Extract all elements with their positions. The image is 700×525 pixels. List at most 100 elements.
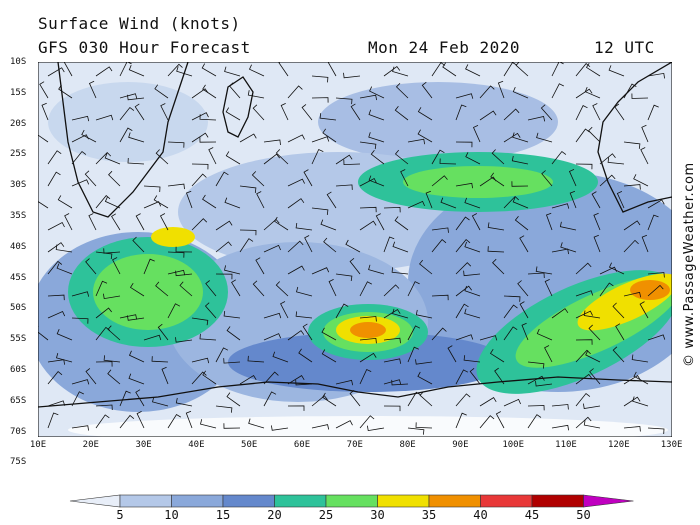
wind-barb <box>175 246 193 253</box>
colorbar-tick-label: 50 <box>576 508 591 522</box>
coastlines <box>38 62 672 408</box>
wind-barb <box>176 66 193 77</box>
wind-barb <box>88 213 97 231</box>
wind-barb <box>631 93 649 99</box>
wind-barb <box>128 65 145 77</box>
wind-barb <box>295 311 313 319</box>
wind-barb <box>359 141 377 150</box>
wind-barb <box>647 334 666 341</box>
wind-barb <box>154 84 169 99</box>
wind-barb <box>287 330 305 341</box>
wind-barb <box>551 308 569 319</box>
wind-barb <box>623 396 641 407</box>
wind-barbs <box>38 62 666 435</box>
map-title: Surface Wind (knots) <box>38 14 241 33</box>
wind-barb <box>335 154 353 165</box>
wind-barb <box>368 132 385 143</box>
wind-barb <box>497 80 505 99</box>
wind-barb <box>431 62 446 77</box>
wind-barb <box>128 350 145 363</box>
wind-barb <box>419 391 433 407</box>
wind-barb <box>47 221 65 231</box>
wind-barb <box>112 257 121 275</box>
wind-barb <box>623 184 641 190</box>
wind-barb <box>591 191 601 209</box>
wind-barb <box>85 258 97 275</box>
wind-barb <box>455 182 473 189</box>
wind-barb <box>95 361 113 367</box>
wind-barb <box>527 414 542 429</box>
wind-barb <box>439 158 457 165</box>
wind-barb <box>599 282 614 297</box>
wind-barb <box>287 265 305 275</box>
wind-barb <box>185 190 193 209</box>
wind-barb <box>311 207 329 215</box>
wind-barb <box>225 107 241 121</box>
wind-barb <box>127 315 145 321</box>
wind-barb <box>38 129 49 143</box>
wind-barb <box>239 229 257 236</box>
wind-barb <box>302 323 313 341</box>
wind-barb <box>536 132 553 143</box>
wind-barb <box>492 258 505 275</box>
wind-barb <box>359 415 375 429</box>
wind-barb <box>202 370 217 385</box>
wind-barb <box>359 220 377 231</box>
wind-barb <box>47 371 63 385</box>
longitude-label: 50E <box>241 440 258 450</box>
wind-barb <box>223 358 241 364</box>
wind-barb <box>540 104 553 121</box>
wind-barb <box>215 171 229 187</box>
wind-barb <box>167 251 185 258</box>
longitude-label: 60E <box>293 440 311 450</box>
wind-barb <box>263 312 282 319</box>
wind-barb <box>311 75 329 83</box>
wind-barb <box>383 236 395 253</box>
wind-barb <box>487 246 505 253</box>
wind-barb <box>519 235 529 253</box>
wind-barb <box>345 239 361 253</box>
wind-barb <box>392 308 409 319</box>
wind-barb <box>64 213 73 231</box>
wind-barb <box>215 241 232 253</box>
wind-barb <box>375 213 385 231</box>
wind-barb <box>322 128 337 143</box>
wind-barb <box>479 85 495 99</box>
longitude-label: 100E <box>502 440 525 450</box>
wind-barb <box>95 251 113 260</box>
wind-barb <box>640 147 649 165</box>
wind-barb <box>335 273 353 282</box>
wind-barb <box>407 281 420 297</box>
wind-barb <box>119 93 138 99</box>
wind-barb <box>417 129 433 143</box>
wind-barb <box>431 327 447 341</box>
wind-barb <box>304 235 313 253</box>
wind-barb <box>311 267 330 275</box>
colorbar-tick-label: 30 <box>370 508 385 522</box>
wind-barb <box>623 375 641 385</box>
wind-barb <box>215 347 229 363</box>
wind-barb <box>512 197 529 209</box>
wind-barb <box>368 175 385 187</box>
longitude-label: 80E <box>399 440 416 450</box>
colorbar-segment <box>428 494 481 508</box>
wind-barb <box>287 375 305 385</box>
wind-barb <box>383 379 402 385</box>
wind-barb <box>248 64 265 77</box>
wind-barb <box>368 109 385 121</box>
wind-barb <box>191 371 207 385</box>
wind-barb <box>359 177 377 187</box>
wind-barb <box>503 326 518 341</box>
wind-barb <box>593 212 601 231</box>
wind-barb <box>287 198 305 209</box>
wind-barb <box>512 132 529 143</box>
wind-barb <box>343 159 361 166</box>
wind-barb <box>88 80 97 99</box>
wind-barb <box>287 134 305 143</box>
longitude-label: 90E <box>452 440 469 450</box>
wind-barb <box>323 237 337 253</box>
wind-barb <box>200 419 217 429</box>
wind-barb <box>527 361 545 369</box>
wind-barb <box>584 86 601 99</box>
wind-barb <box>63 62 73 77</box>
